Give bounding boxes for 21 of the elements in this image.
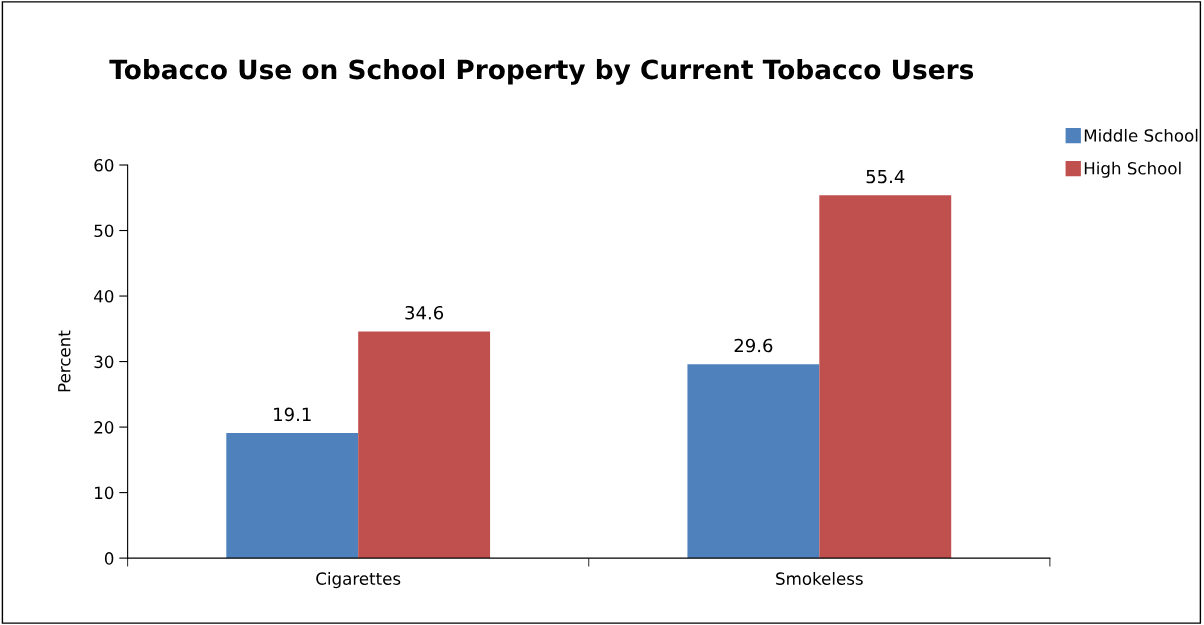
y-axis-title: Percent: [58, 330, 71, 392]
bar: [687, 364, 820, 559]
legend-label: Middle School: [1084, 128, 1198, 142]
y-tick-label: 40: [94, 290, 114, 303]
y-tick-label: 30: [94, 355, 114, 369]
data-label: 55.4: [866, 169, 905, 184]
bar: [819, 195, 952, 559]
chart-title: Tobacco Use on School Property by Current Tobacco Users: [109, 59, 974, 85]
bar: [226, 432, 359, 559]
legend-label: High School: [1084, 161, 1181, 178]
x-tick-label: Smokeless: [776, 572, 863, 585]
data-label: 34.6: [405, 305, 444, 320]
y-tick-label: 0: [104, 552, 114, 565]
y-tick-label: 20: [94, 421, 114, 434]
y-tick-label: 10: [95, 486, 114, 500]
data-label: 29.6: [734, 338, 773, 353]
y-tick-label: 60: [94, 158, 114, 172]
x-tick-label: Cigarettes: [316, 572, 401, 589]
data-label: 19.1: [274, 407, 311, 422]
y-tick-label: 50: [94, 224, 114, 238]
bar: [358, 331, 491, 559]
